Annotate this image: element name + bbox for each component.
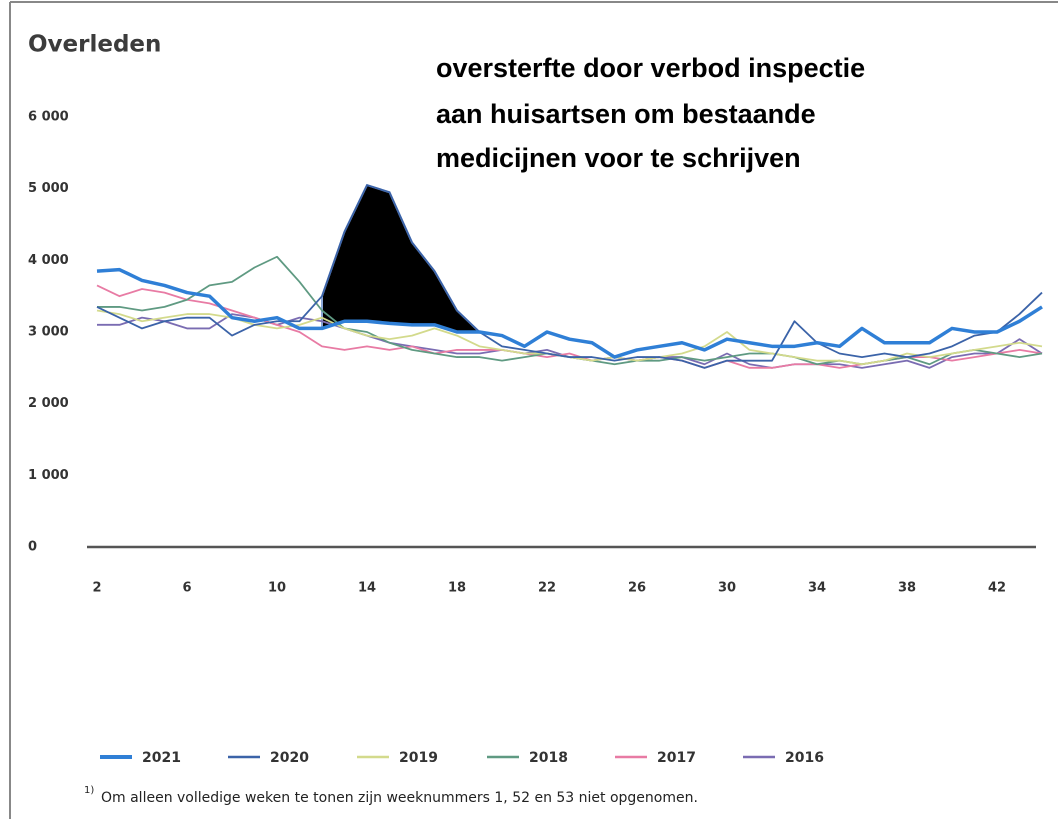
chart-title: Overleden [28,32,161,58]
x-tick-label: 42 [988,581,1006,596]
annotation-line: aan huisartsen om bestaande [436,99,816,129]
y-tick-label: 2 000 [28,396,69,411]
x-tick-label: 10 [268,581,286,596]
x-tick-label: 2 [92,581,101,596]
annotation-line: medicijnen voor te schrijven [436,143,801,173]
x-tick-label: 22 [538,581,556,596]
y-tick-label: 0 [28,540,37,555]
x-tick-label: 6 [182,581,191,596]
series-line [96,184,1043,369]
y-tick-label: 6 000 [28,110,69,125]
footnote-marker: 1) [84,785,94,796]
legend-label: 2018 [529,750,568,766]
annotation-line: oversterfte door verbod inspectie [436,53,865,83]
y-tick-label: 5 000 [28,181,69,196]
x-tick-label: 34 [808,581,826,596]
series-line [96,267,1043,359]
y-tick-label: 4 000 [28,253,69,268]
x-tick-label: 14 [358,581,376,596]
x-tick-label: 38 [898,581,916,596]
x-tick-label: 26 [628,581,646,596]
y-tick-label: 1 000 [28,468,69,483]
legend-label: 2016 [785,750,824,766]
legend-label: 2019 [399,750,438,766]
legend-label: 2021 [142,750,181,766]
x-tick-label: 18 [448,581,466,596]
y-tick-label: 3 000 [28,325,69,340]
footnote: Om alleen volledige weken te tonen zijn … [101,790,698,806]
legend-label: 2020 [270,750,309,766]
legend-label: 2017 [657,750,696,766]
x-tick-label: 30 [718,581,736,596]
